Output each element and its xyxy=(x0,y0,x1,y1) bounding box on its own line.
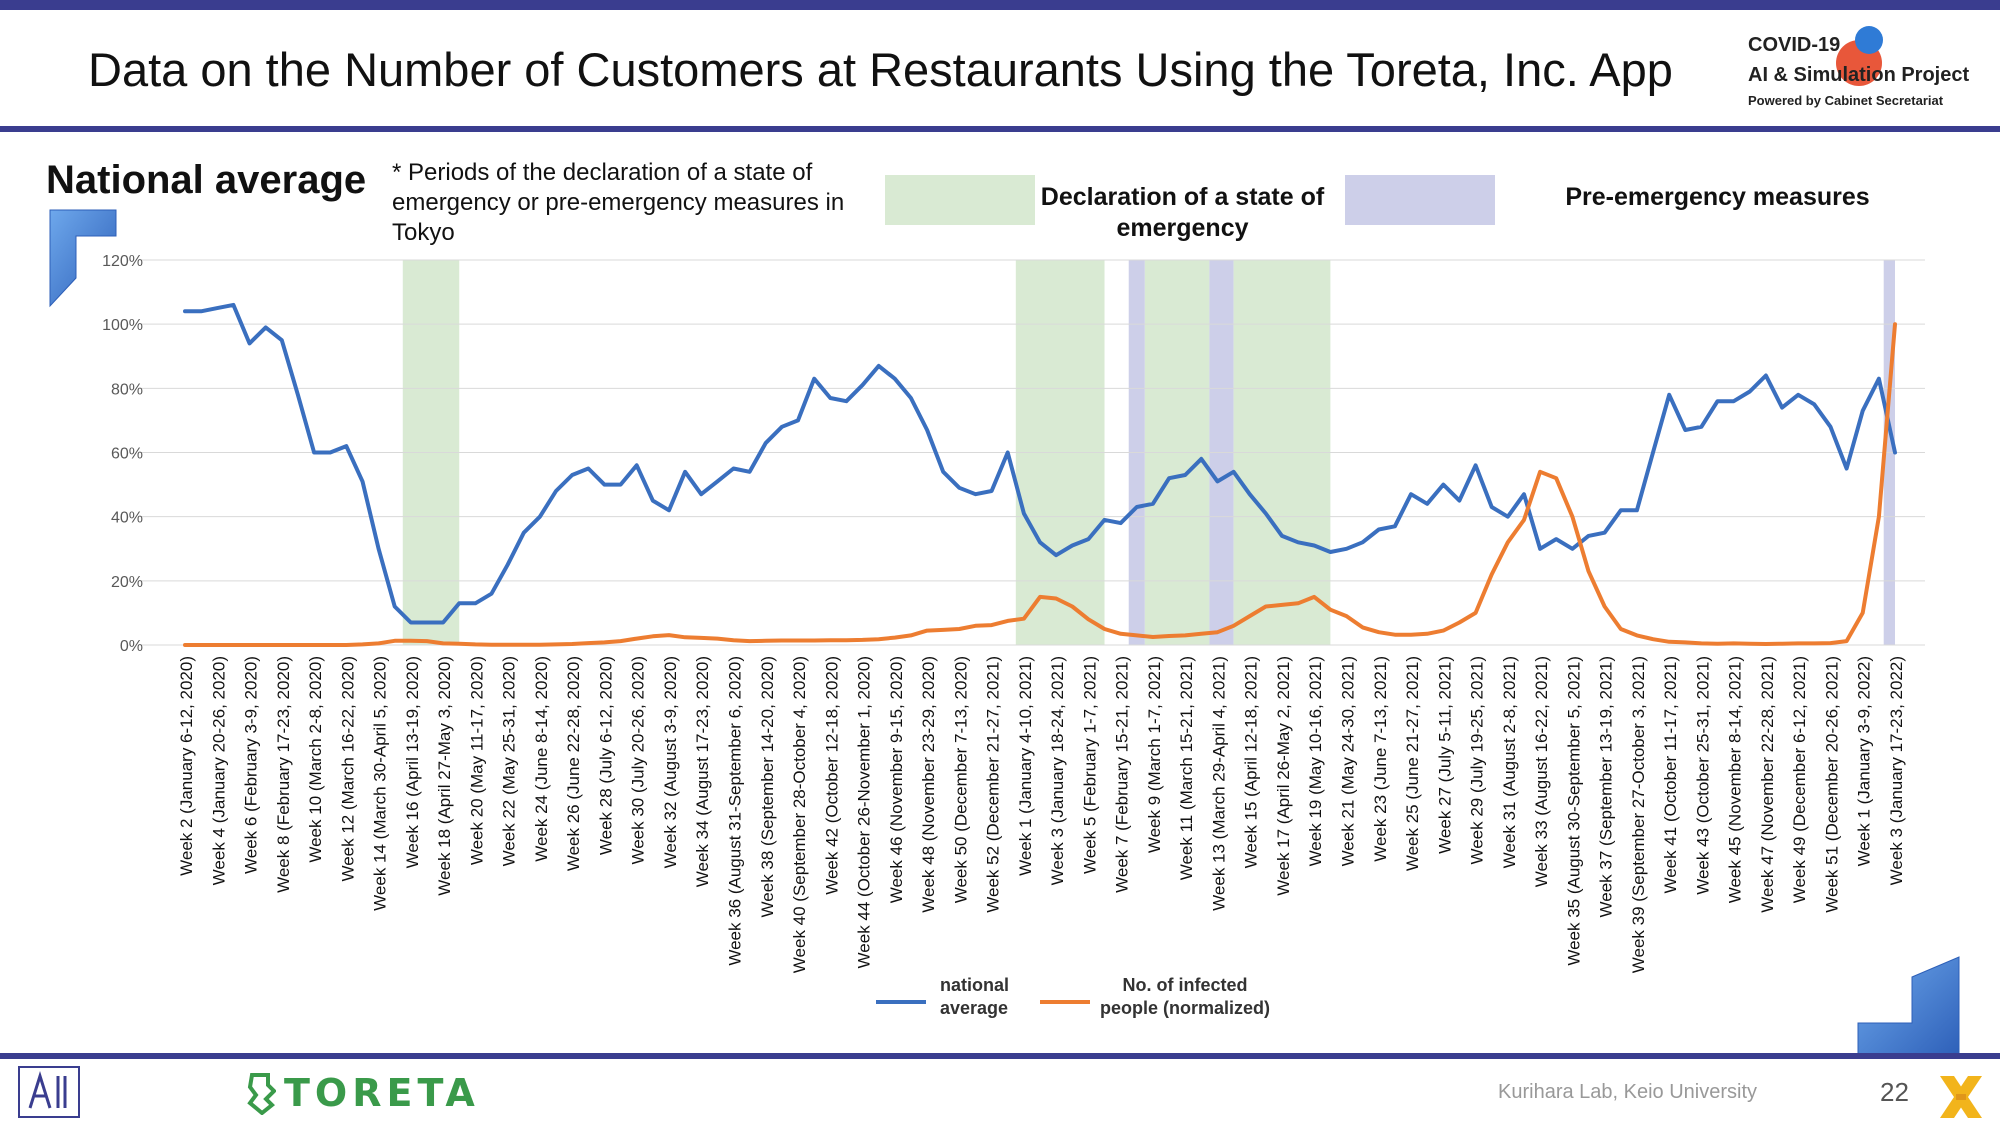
x-tick-label: Week 50 (December 7-13, 2020) xyxy=(951,656,970,903)
legend-label-1: No. of infected people (normalized) xyxy=(1100,975,1270,1018)
legend-pre-label: Pre-emergency measures xyxy=(1565,183,1870,211)
x-tick-label: Week 49 (December 6-12, 2021) xyxy=(1790,656,1809,903)
x-tick-label: Week 21 (May 24-30, 2021) xyxy=(1339,656,1358,866)
x-tick-label: Week 26 (June 22-28, 2020) xyxy=(564,656,583,871)
x-tick-label: Week 38 (September 14-20, 2020) xyxy=(758,656,777,917)
x-tick-label: Week 39 (September 27-October 3, 2021) xyxy=(1629,656,1648,973)
x-tick-label: Week 35 (August 30-September 5, 2021) xyxy=(1564,656,1583,966)
x-tick-label: Week 30 (July 20-26, 2020) xyxy=(629,656,648,865)
x-tick-label: Week 13 (March 29-April 4, 2021) xyxy=(1209,656,1228,911)
x-tick-label: Week 42 (October 12-18, 2020) xyxy=(822,656,841,895)
x-tick-label: Week 28 (July 6-12, 2020) xyxy=(596,656,615,855)
top-accent-bar xyxy=(0,0,2000,10)
x-tick-label: Week 1 (January 3-9, 2022) xyxy=(1855,656,1874,866)
y-tick-label: 80% xyxy=(111,381,143,398)
y-tick-label: 40% xyxy=(111,510,143,527)
legend-label-0: national average xyxy=(940,975,1009,1018)
x-tick-label: Week 29 (July 19-25, 2021) xyxy=(1468,656,1487,865)
x-tick-label: Week 2 (January 6-12, 2020) xyxy=(177,656,196,876)
x-tick-label: Week 19 (May 10-16, 2021) xyxy=(1306,656,1325,866)
x-tick-label: Week 32 (August 3-9, 2020) xyxy=(661,656,680,868)
project-logo-line3: Powered by Cabinet Secretariat xyxy=(1748,93,1944,108)
x-tick-label: Week 47 (November 22-28, 2021) xyxy=(1758,656,1777,913)
corner-decoration-top-left xyxy=(49,209,117,308)
y-tick-label: 100% xyxy=(102,317,143,334)
x-tick-label: Week 14 (March 30-April 5, 2020) xyxy=(371,656,390,911)
x-tick-label: Week 36 (August 31-September 6, 2020) xyxy=(725,656,744,966)
blue-circle-icon xyxy=(1855,26,1883,54)
series-lines xyxy=(183,302,1897,647)
x-tick-label: Week 17 (April 26-May 2, 2021) xyxy=(1274,656,1293,896)
x-tick-label: Week 11 (March 15-21, 2021) xyxy=(1177,656,1196,880)
x-tick-label: Week 27 (July 5-11, 2021) xyxy=(1435,656,1454,854)
keio-logo-icon xyxy=(18,1066,80,1118)
footer-lab-credit: Kurihara Lab, Keio University xyxy=(1498,1081,1758,1103)
period-note: * Periods of the declaration of a state … xyxy=(392,159,845,246)
toreta-logo: TORETA xyxy=(246,1071,480,1115)
x-tick-label: Week 24 (June 8-14, 2020) xyxy=(532,656,551,862)
x-tick-label: Week 4 (January 20-26, 2020) xyxy=(209,656,228,885)
x-tick-label: Week 46 (November 9-15, 2020) xyxy=(887,656,906,903)
toreta-mark-icon xyxy=(247,1073,276,1115)
x-tick-label: Week 3 (January 17-23, 2022) xyxy=(1887,656,1906,885)
x-tick-label: Week 34 (August 17-23, 2020) xyxy=(693,656,712,887)
x-tick-label: Week 45 (November 8-14, 2021) xyxy=(1726,656,1745,903)
x-tick-label: Week 41 (October 11-17, 2021) xyxy=(1661,656,1680,894)
legend-emergency-swatch xyxy=(885,175,1035,225)
x-tick-label: Week 22 (May 25-31, 2020) xyxy=(500,656,519,866)
x-logo-icon xyxy=(1940,1076,1982,1118)
y-tick-label: 120% xyxy=(102,253,143,270)
footer-divider xyxy=(0,1053,2000,1059)
page-number: 22 xyxy=(1880,1077,1909,1107)
x-tick-label: Week 5 (February 1-7, 2021) xyxy=(1080,656,1099,874)
x-tick-label: Week 40 (September 28-October 4, 2020) xyxy=(790,656,809,973)
y-tick-label: 60% xyxy=(111,446,143,463)
x-tick-label: Week 23 (June 7-13, 2021) xyxy=(1371,656,1390,862)
x-tick-label: Week 20 (May 11-17, 2020) xyxy=(467,656,486,865)
x-tick-label: Week 10 (March 2-8, 2020) xyxy=(306,656,325,863)
legend-emergency-label: Declaration of a state of emergency xyxy=(1040,183,1325,242)
line-chart: 0% 20% 40% 60% 80% 100% 120% Week 2 (January 6… xyxy=(102,253,1925,1018)
corner-decoration-bottom-right xyxy=(1857,956,1960,1059)
x-tick-label: Week 33 (August 16-22, 2021) xyxy=(1532,656,1551,887)
x-tick-label: Week 9 (March 1-7, 2021) xyxy=(1145,656,1164,853)
x-tick-label: Week 44 (October 26-November 1, 2020) xyxy=(855,656,874,968)
legend-pre-swatch xyxy=(1345,175,1495,225)
x-tick-label: Week 37 (September 13-19, 2021) xyxy=(1597,656,1616,917)
y-tick-label: 0% xyxy=(120,638,143,655)
y-tick-label: 20% xyxy=(111,574,143,591)
section-heading: National average xyxy=(46,158,367,202)
x-tick-label: Week 18 (April 27-May 3, 2020) xyxy=(435,656,454,896)
x-tick-label: Week 25 (June 21-27, 2021) xyxy=(1403,656,1422,871)
x-tick-label: Week 43 (October 25-31, 2021) xyxy=(1693,656,1712,895)
toreta-wordmark: TORETA xyxy=(284,1071,480,1115)
x-tick-label: Week 1 (January 4-10, 2021) xyxy=(1016,656,1035,876)
national-average-line xyxy=(183,302,1897,625)
infected-people-line xyxy=(183,322,1897,647)
gridlines xyxy=(140,259,1925,646)
x-tick-label: Week 3 (January 18-24, 2021) xyxy=(1048,656,1067,885)
x-tick-label: Week 31 (August 2-8, 2021) xyxy=(1500,656,1519,868)
x-tick-label: Week 16 (April 13-19, 2020) xyxy=(403,656,422,868)
x-tick-label: Week 6 (February 3-9, 2020) xyxy=(242,656,261,874)
x-tick-label: Week 12 (March 16-22, 2020) xyxy=(338,656,357,882)
y-tick-labels: 0% 20% 40% 60% 80% 100% 120% xyxy=(102,253,143,655)
x-tick-label: Week 7 (February 15-21, 2021) xyxy=(1113,656,1132,893)
x-tick-label: Week 15 (April 12-18, 2021) xyxy=(1242,656,1261,868)
project-logo-line1: COVID-19 xyxy=(1748,34,1841,56)
x-tick-label: Week 48 (November 23-29, 2020) xyxy=(919,656,938,913)
x-tick-label: Week 52 (December 21-27, 2021) xyxy=(984,656,1003,913)
x-tick-label: Week 8 (February 17-23, 2020) xyxy=(274,656,293,893)
chart-legend: national average No. of infected people (no… xyxy=(876,975,1270,1018)
x-tick-label: Week 51 (December 20-26, 2021) xyxy=(1822,656,1841,913)
slide-title: Data on the Number of Customers at Resta… xyxy=(88,43,1673,96)
title-divider xyxy=(0,126,2000,132)
x-tick-labels: Week 2 (January 6-12, 2020) Week 4 (Janua… xyxy=(177,656,1906,973)
project-logo-line2: AI & Simulation Project xyxy=(1748,64,1970,86)
